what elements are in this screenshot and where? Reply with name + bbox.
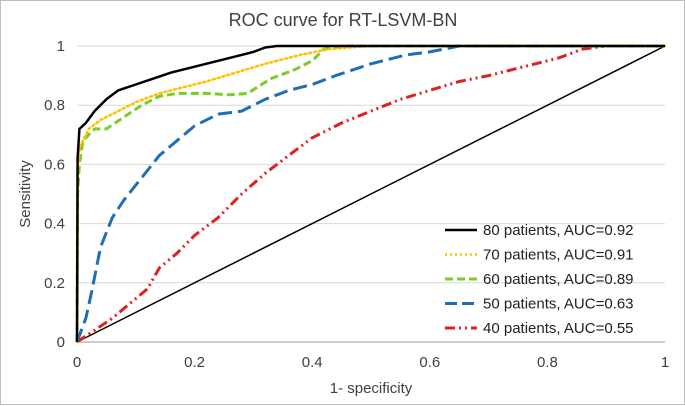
x-tick-label: 0.6 [419,354,440,371]
legend-label-60-patients: 60 patients, AUC=0.89 [483,271,634,288]
reference-diagonal [76,45,666,343]
y-tick-label: 0.8 [44,97,65,114]
series-line-70-patients [75,44,667,344]
x-tick-label: 0 [73,354,81,371]
y-tick-labels: 0 0.2 0.4 0.6 0.8 1 [44,38,65,351]
y-tick-label: 0.6 [44,156,65,173]
x-tick-label: 1 [661,354,669,371]
series-line-50-patients [75,44,665,343]
reference-line [76,45,666,343]
y-tick-label: 0 [57,334,65,351]
legend: 80 patients, AUC=0.92 70 patients, AUC=0.… [445,222,634,337]
x-tick-label: 0.4 [302,354,323,371]
y-tick-label: 1 [57,38,65,55]
legend-label-70-patients: 70 patients, AUC=0.91 [483,247,634,264]
legend-label-40-patients: 40 patients, AUC=0.55 [483,320,634,337]
series-lines [75,44,667,344]
series-line-80-patients [75,44,665,343]
y-tick-label: 0.4 [44,216,65,233]
legend-label-50-patients: 50 patients, AUC=0.63 [483,296,634,313]
chart-title: ROC curve for RT-LSVM-BN [229,10,458,30]
y-axis-label: Sensitivity [17,160,34,228]
y-tick-label: 0.2 [44,275,65,292]
legend-label-80-patients: 80 patients, AUC=0.92 [483,222,634,239]
x-tick-labels: 0 0.2 0.4 0.6 0.8 1 [73,354,669,371]
x-tick-label: 0.8 [537,354,558,371]
x-tick-label: 0.2 [184,354,205,371]
series-line-40-patients [76,44,665,344]
x-axis-label: 1- specificity [330,380,413,397]
